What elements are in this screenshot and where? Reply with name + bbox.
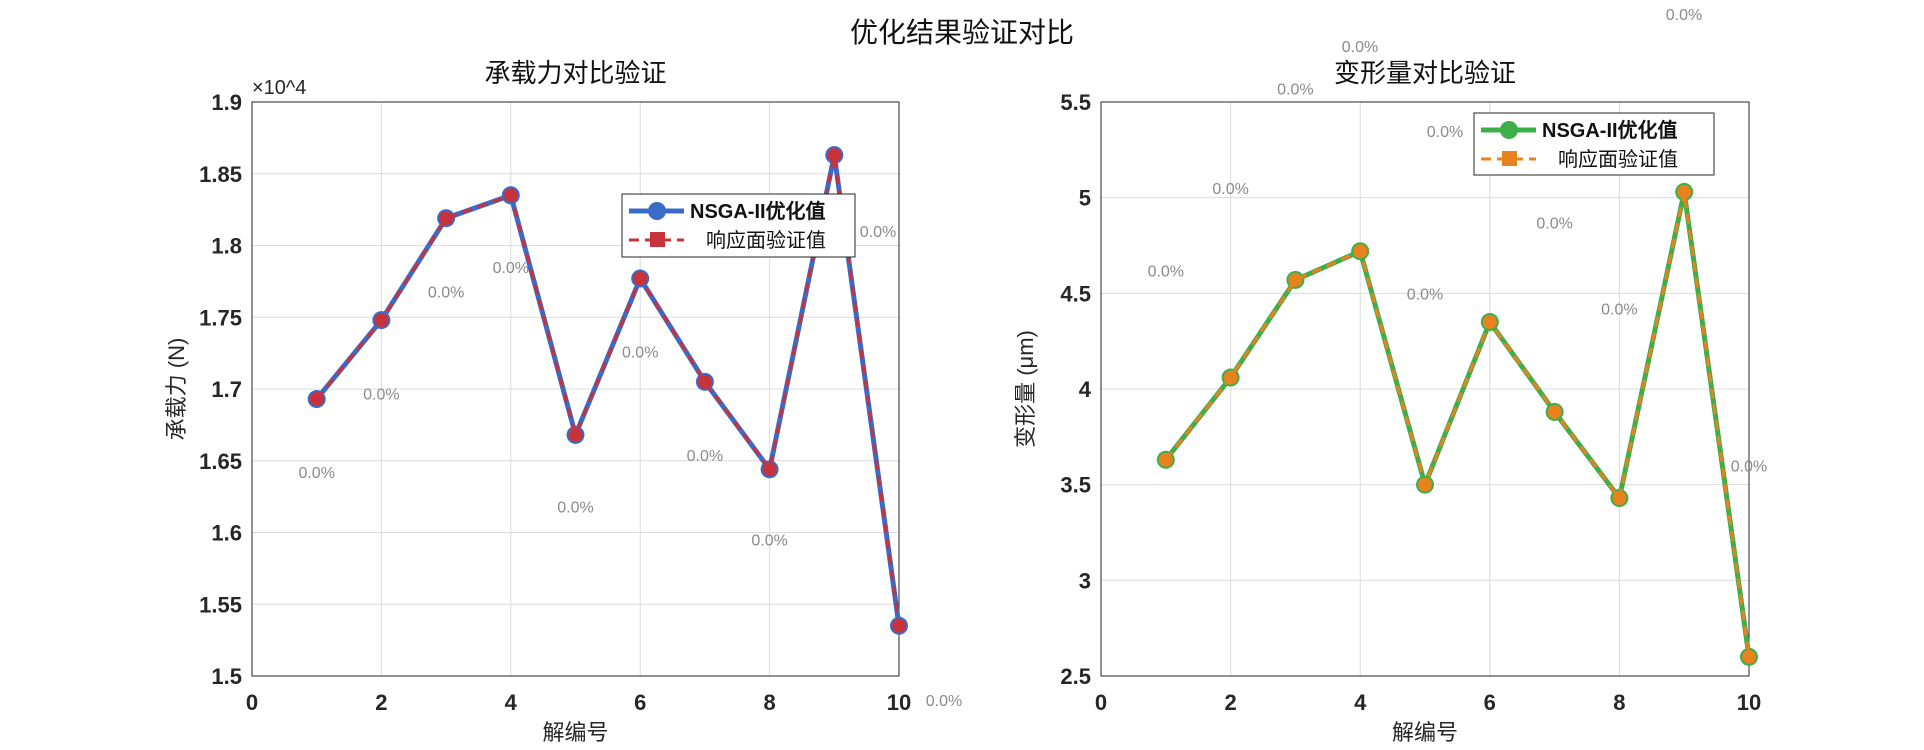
percent-error-label: 0.0% (926, 693, 962, 710)
legend-label: NSGA-II优化值 (1542, 118, 1678, 142)
percent-error-label: 0.0% (557, 500, 593, 517)
y-tick-label: 1.55 (199, 592, 242, 617)
percent-error-label: 0.0% (1601, 302, 1637, 319)
data-point-marker (374, 313, 389, 328)
data-point-marker (1547, 404, 1562, 419)
data-point-marker (762, 462, 777, 477)
data-point-marker (633, 271, 648, 286)
legend-circle-marker (1500, 121, 1518, 139)
y-tick-label: 5.5 (1060, 90, 1091, 115)
x-tick-label: 8 (1613, 690, 1625, 715)
y-tick-label: 1.85 (199, 162, 242, 187)
data-point-marker (827, 148, 842, 163)
y-tick-label: 1.9 (211, 90, 242, 115)
percent-error-label: 0.0% (1407, 286, 1443, 303)
data-point-marker (1223, 370, 1238, 385)
series-line-1 (1164, 191, 1751, 658)
data-point-marker (1288, 272, 1303, 287)
x-axis-label: 解编号 (542, 721, 608, 746)
x-tick-label: 2 (375, 690, 387, 715)
chart-bearing-capacity: 0 2 4 6 8 10 1.5 1.55 1.6 1.65 1.7 1.75 1.8 1.85 1.9 承载… (164, 59, 962, 746)
data-point-marker (568, 427, 583, 442)
percent-error-label: 0.0% (428, 284, 464, 301)
figure-title: 优化结果验证对比 (850, 16, 1074, 49)
percent-error-label: 0.0% (1666, 7, 1702, 24)
legend-square-marker (650, 232, 665, 247)
legend-circle-marker (648, 202, 666, 220)
x-tick-label: 10 (1737, 690, 1761, 715)
y-tick-label: 1.5 (211, 664, 242, 689)
x-axis-label: 解编号 (1392, 721, 1458, 746)
data-point-marker (503, 188, 518, 203)
percent-error-label: 0.0% (1212, 181, 1248, 198)
data-point-marker (1418, 477, 1432, 492)
y-tick-label: 4 (1079, 377, 1092, 402)
percent-error-label: 0.0% (1277, 82, 1313, 99)
x-tick-label: 0 (246, 690, 258, 715)
percent-error-label: 0.0% (1731, 459, 1767, 476)
legend-label: NSGA-II优化值 (690, 199, 826, 223)
x-tick-label: 4 (505, 690, 518, 715)
y-tick-label: 3.5 (1060, 473, 1091, 498)
percent-error-label: 0.0% (298, 465, 334, 482)
axes-box (1100, 101, 1750, 677)
y-tick-label: 1.75 (199, 305, 242, 330)
series-line-1 (315, 154, 901, 626)
x-tick-label: 10 (887, 690, 911, 715)
data-point-marker (1482, 315, 1497, 330)
y-tick-label: 3 (1079, 568, 1091, 593)
y-exponent-label: ×10^4 (252, 77, 306, 99)
y-tick-label: 1.7 (211, 377, 242, 402)
percent-error-label: 0.0% (622, 345, 658, 362)
axes-box (251, 101, 900, 677)
percent-error-label: 0.0% (1536, 216, 1572, 233)
y-tick-label: 4.5 (1060, 281, 1091, 306)
data-point-marker (1612, 491, 1627, 506)
percent-error-label: 0.0% (1148, 263, 1184, 280)
data-point-marker (892, 618, 906, 633)
y-tick-label: 1.8 (211, 234, 242, 259)
y-tick-label: 5 (1079, 186, 1091, 211)
legend-square-marker (1502, 151, 1517, 166)
y-axis-label: 变形量 (μm) (1013, 330, 1038, 448)
y-axis-label: 承载力 (N) (164, 338, 189, 441)
x-tick-label: 8 (763, 690, 775, 715)
percent-error-label: 0.0% (687, 448, 723, 465)
percent-error-label: 0.0% (751, 533, 787, 550)
data-point-marker (1742, 649, 1756, 664)
y-tick-label: 1.65 (199, 449, 242, 474)
data-point-marker (1353, 244, 1368, 259)
legend-label: 响应面验证值 (1558, 148, 1678, 171)
x-tick-label: 4 (1354, 690, 1367, 715)
data-point-marker (1677, 184, 1692, 199)
legend-label: 响应面验证值 (706, 229, 826, 252)
x-tick-label: 6 (634, 690, 646, 715)
percent-error-label: 0.0% (493, 260, 529, 277)
y-tick-label: 2.5 (1060, 664, 1091, 689)
percent-error-label: 0.0% (1427, 124, 1463, 141)
chart-title: 变形量对比验证 (1334, 59, 1516, 89)
chart-title: 承载力对比验证 (484, 59, 666, 89)
x-tick-label: 2 (1224, 690, 1236, 715)
data-point-marker (439, 211, 454, 226)
x-tick-label: 0 (1095, 690, 1107, 715)
data-point-marker (1158, 452, 1173, 467)
percent-error-label: 0.0% (1342, 39, 1378, 56)
y-tick-label: 1.6 (211, 521, 242, 546)
data-point-marker (309, 392, 324, 407)
x-tick-label: 6 (1484, 690, 1496, 715)
data-point-marker (697, 374, 712, 389)
series-line-0 (1163, 191, 1752, 658)
percent-error-label: 0.0% (363, 386, 399, 403)
percent-error-label: 0.0% (860, 224, 896, 241)
